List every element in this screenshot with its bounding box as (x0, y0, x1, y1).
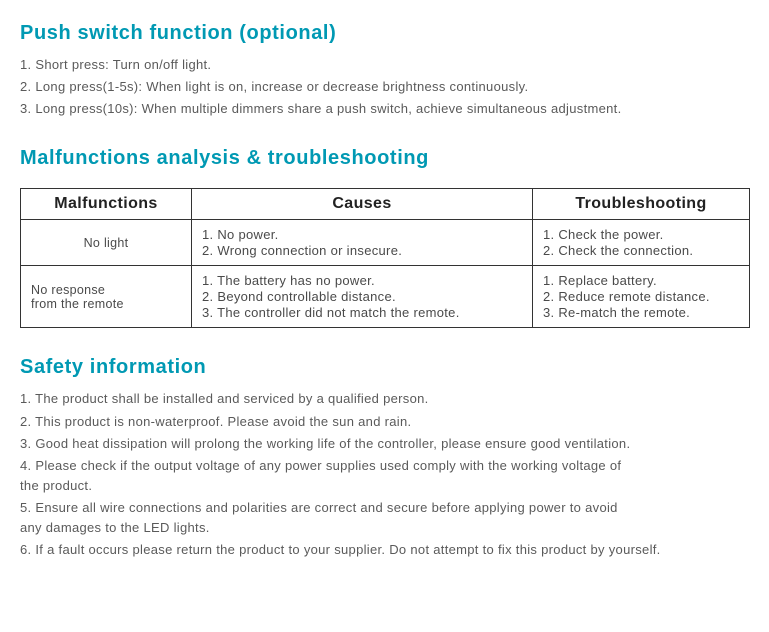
cause-line: 2. Wrong connection or insecure. (202, 243, 522, 258)
trouble-line: 2. Check the connection. (543, 243, 739, 258)
malfunctions-table: Malfunctions Causes Troubleshooting No l… (20, 188, 750, 328)
cause-line: 1. No power. (202, 227, 522, 242)
list-item: 2. This product is non-waterproof. Pleas… (20, 412, 749, 432)
safety-heading: Safety information (20, 356, 749, 379)
table-header-malfunctions: Malfunctions (21, 189, 192, 220)
list-item: 3. Good heat dissipation will prolong th… (20, 434, 749, 454)
push-switch-heading: Push switch function (optional) (20, 22, 749, 45)
push-switch-list: 1. Short press: Turn on/off light. 2. Lo… (20, 55, 749, 119)
table-row: No light 1. No power. 2. Wrong connectio… (21, 220, 750, 266)
table-header-troubleshooting: Troubleshooting (533, 189, 750, 220)
cause-line: 2. Beyond controllable distance. (202, 289, 522, 304)
cell-causes: 1. No power. 2. Wrong connection or inse… (192, 220, 533, 266)
cause-line: 3. The controller did not match the remo… (202, 305, 522, 320)
list-item: 5. Ensure all wire connections and polar… (20, 498, 749, 538)
table-row: No responsefrom the remote 1. The batter… (21, 266, 750, 328)
cell-troubleshooting: 1. Check the power. 2. Check the connect… (533, 220, 750, 266)
list-item: 1. The product shall be installed and se… (20, 389, 749, 409)
malfunctions-heading: Malfunctions analysis & troubleshooting (20, 147, 749, 170)
trouble-line: 1. Replace battery. (543, 273, 739, 288)
trouble-line: 1. Check the power. (543, 227, 739, 242)
cause-line: 1. The battery has no power. (202, 273, 522, 288)
list-item: 6. If a fault occurs please return the p… (20, 540, 749, 560)
safety-list: 1. The product shall be installed and se… (20, 389, 749, 560)
list-item: 2. Long press(1-5s): When light is on, i… (20, 77, 749, 97)
list-item: 3. Long press(10s): When multiple dimmer… (20, 99, 749, 119)
cell-malfunction: No light (21, 220, 192, 266)
trouble-line: 3. Re-match the remote. (543, 305, 739, 320)
list-item: 1. Short press: Turn on/off light. (20, 55, 749, 75)
cell-malfunction: No responsefrom the remote (21, 266, 192, 328)
trouble-line: 2. Reduce remote distance. (543, 289, 739, 304)
list-item: 4. Please check if the output voltage of… (20, 456, 749, 496)
cell-troubleshooting: 1. Replace battery. 2. Reduce remote dis… (533, 266, 750, 328)
table-header-causes: Causes (192, 189, 533, 220)
cell-causes: 1. The battery has no power. 2. Beyond c… (192, 266, 533, 328)
